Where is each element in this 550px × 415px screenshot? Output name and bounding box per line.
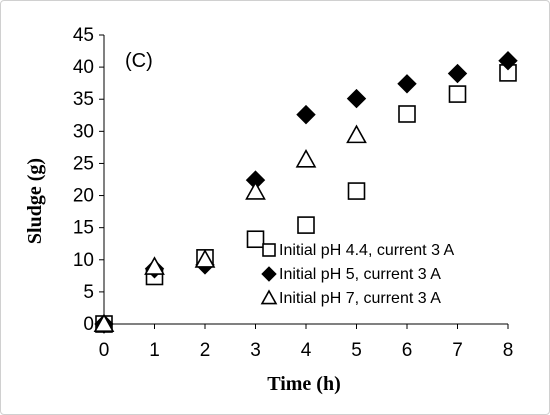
x-tick-label: 6 (402, 340, 413, 361)
x-tick-label: 4 (301, 340, 312, 361)
data-point-series-2 (296, 104, 316, 125)
x-tick-label: 3 (250, 340, 261, 361)
y-tick-label: 35 (73, 89, 94, 110)
data-point-series-1 (448, 85, 467, 103)
data-point-series-3 (245, 181, 266, 200)
data-point-series-1 (297, 216, 315, 234)
x-tick-label: 5 (351, 340, 362, 361)
x-tick-label: 0 (99, 340, 110, 361)
y-tick-label: 0 (83, 314, 94, 335)
data-point-series-3 (346, 124, 367, 144)
x-tick-label: 7 (452, 340, 463, 361)
data-point-series-3 (93, 313, 115, 333)
data-point-series-2 (447, 63, 468, 84)
legend-label-series-3: Initial pH 7, current 3 A (279, 290, 441, 307)
data-point-series-2 (498, 50, 518, 71)
data-point-series-2 (346, 88, 367, 109)
x-axis-title: Time (h) (267, 373, 341, 395)
legend-marker-series-1 (262, 243, 276, 257)
legend-marker-series-3 (260, 289, 278, 305)
data-point-series-1 (246, 230, 265, 249)
data-point-series-3 (194, 249, 216, 268)
data-point-series-3 (295, 148, 317, 168)
panel-label: (C) (125, 50, 153, 72)
x-tick-label: 1 (149, 340, 160, 361)
data-point-series-1 (347, 182, 366, 200)
y-tick-label: 40 (73, 57, 94, 78)
y-axis-title: Sludge (g) (24, 158, 46, 244)
data-point-series-2 (397, 74, 417, 94)
y-tick-label: 45 (73, 25, 94, 46)
y-tick-label: 15 (73, 218, 94, 239)
legend-marker-series-2 (261, 266, 277, 282)
y-tick-label: 25 (73, 153, 94, 174)
data-point-series-1 (398, 105, 416, 123)
y-tick-label: 10 (73, 250, 94, 271)
y-tick-label: 5 (83, 282, 94, 303)
legend-label-series-2: Initial pH 5, current 3 A (279, 266, 441, 283)
y-tick-label: 30 (73, 121, 94, 142)
data-point-series-3 (144, 256, 165, 275)
x-tick-label: 8 (503, 340, 514, 361)
y-tick-label: 20 (73, 186, 94, 207)
x-tick-label: 2 (200, 340, 211, 361)
legend-label-series-1: Initial pH 4.4, current 3 A (279, 242, 455, 259)
